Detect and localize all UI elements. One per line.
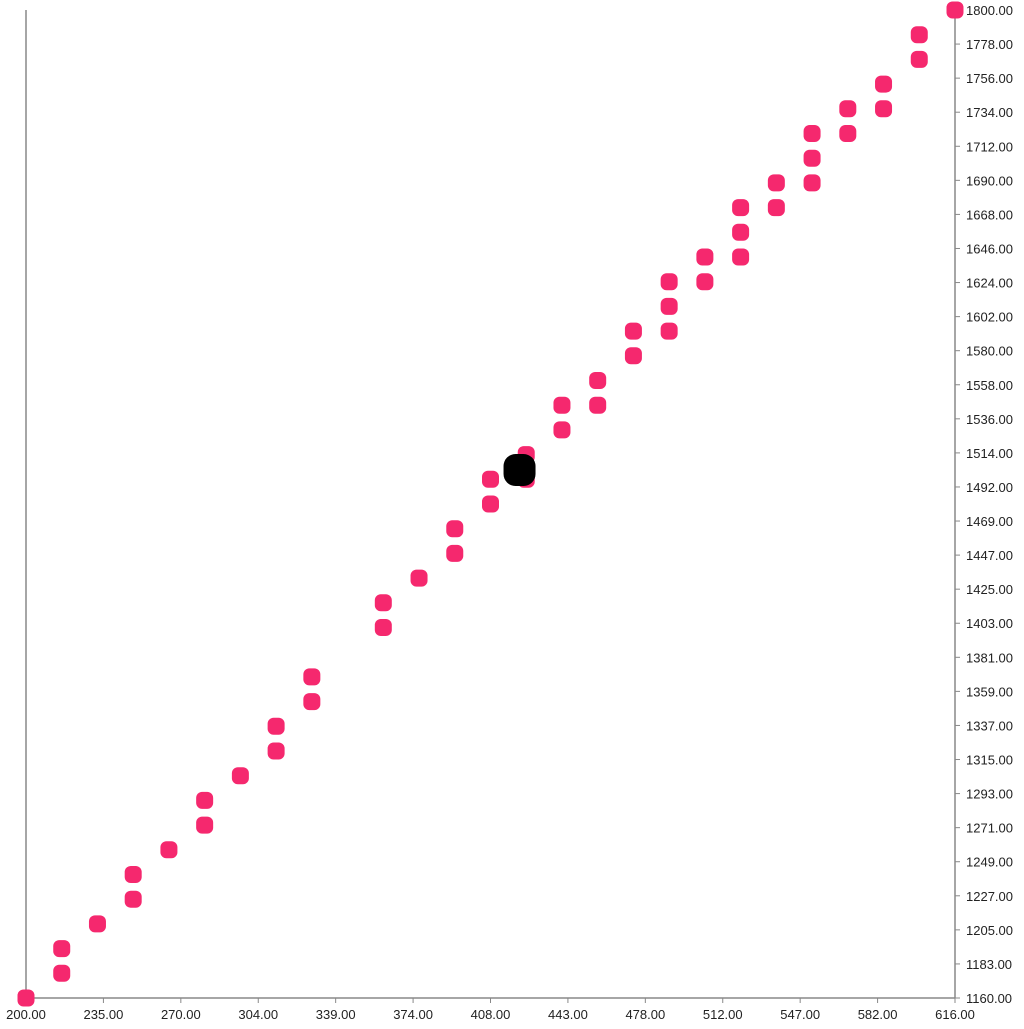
scatter-point — [660, 273, 678, 291]
y-tick-label: 1337.00 — [966, 718, 1013, 733]
x-tick-label: 582.00 — [858, 1007, 898, 1022]
scatter-point — [124, 866, 142, 883]
scatter-point — [875, 75, 893, 93]
y-tick-label: 1403.00 — [966, 616, 1013, 631]
y-tick-label: 1712.00 — [966, 139, 1013, 154]
y-tick-label: 1271.00 — [966, 821, 1013, 836]
scatter-point — [482, 470, 499, 488]
y-tick-label: 1469.00 — [966, 514, 1013, 529]
scatter-point — [589, 372, 607, 389]
y-tick-label: 1800.00 — [966, 3, 1013, 18]
scatter-point — [767, 174, 785, 192]
scatter-point — [660, 297, 678, 315]
scatter-point — [910, 50, 928, 68]
y-tick-label: 1778.00 — [966, 37, 1013, 52]
scatter-point — [374, 619, 392, 636]
scatter-point — [267, 742, 285, 760]
scatter-point — [696, 273, 714, 291]
scatter-point — [624, 322, 642, 340]
scatter-point — [446, 520, 464, 538]
y-tick-label: 1381.00 — [966, 650, 1013, 665]
y-tick-label: 1646.00 — [966, 241, 1013, 256]
y-tick-label: 1293.00 — [966, 787, 1013, 802]
highlighted-point[interactable] — [503, 454, 536, 487]
x-tick-label: 512.00 — [703, 1007, 743, 1022]
y-tick-label: 1558.00 — [966, 378, 1013, 393]
y-tick-label: 1183.00 — [966, 957, 1012, 972]
scatter-point — [589, 396, 607, 414]
scatter-point — [374, 594, 392, 612]
highlight-layer — [503, 454, 536, 487]
scatter-point — [53, 940, 71, 958]
scatter-point — [53, 964, 71, 982]
scatter-point — [732, 223, 750, 241]
scatter-point — [839, 125, 857, 142]
y-tick-label: 1756.00 — [966, 71, 1013, 86]
scatter-point — [732, 248, 750, 266]
x-tick-label: 339.00 — [316, 1007, 356, 1022]
scatter-point — [696, 248, 714, 266]
y-tick-label: 1536.00 — [966, 412, 1013, 427]
y-tick-label: 1668.00 — [966, 207, 1013, 222]
scatter-point — [446, 544, 464, 562]
y-tick-label: 1492.00 — [966, 480, 1013, 495]
scatter-point — [410, 569, 428, 587]
x-tick-label: 270.00 — [161, 1007, 201, 1022]
y-tick-label: 1359.00 — [966, 684, 1013, 699]
x-tick-label: 304.00 — [238, 1007, 278, 1022]
y-tick-label: 1160.00 — [966, 991, 1012, 1006]
y-tick-label: 1205.00 — [966, 923, 1013, 938]
scatter-point — [839, 100, 857, 118]
scatter-point — [553, 396, 571, 414]
scatter-point — [17, 989, 35, 1007]
scatter-point — [303, 693, 321, 711]
scatter-point — [732, 199, 750, 217]
scatter-point — [910, 26, 928, 44]
y-tick-label: 1425.00 — [966, 582, 1013, 597]
scatter-point — [946, 1, 964, 19]
scatter-point — [660, 322, 678, 340]
scatter-point — [553, 421, 571, 439]
y-tick-label: 1690.00 — [966, 173, 1013, 188]
scatter-point — [803, 125, 821, 142]
y-tick-label: 1447.00 — [966, 548, 1013, 563]
x-tick-label: 235.00 — [84, 1007, 124, 1022]
y-tick-label: 1580.00 — [966, 344, 1013, 359]
scatter-point — [303, 668, 321, 686]
y-tick-label: 1227.00 — [966, 889, 1013, 904]
scatter-point — [160, 841, 178, 859]
y-tick-label: 1624.00 — [966, 276, 1013, 291]
x-tick-label: 616.00 — [935, 1007, 975, 1022]
scatter-point — [803, 174, 821, 192]
y-tick-label: 1315.00 — [966, 753, 1013, 768]
y-tick-label: 1734.00 — [966, 105, 1013, 120]
y-tick-label: 1514.00 — [966, 446, 1013, 461]
y-tick-label: 1249.00 — [966, 855, 1013, 870]
x-tick-label: 478.00 — [625, 1007, 665, 1022]
scatter-point — [803, 149, 821, 167]
scatter-point — [88, 915, 106, 933]
x-tick-label: 547.00 — [780, 1007, 820, 1022]
scatter-point — [624, 347, 642, 365]
x-tick-label: 200.00 — [6, 1007, 46, 1022]
scatter-point — [267, 717, 285, 735]
x-tick-label: 443.00 — [548, 1007, 588, 1022]
x-tick-label: 408.00 — [471, 1007, 511, 1022]
axes: 200.00 235.00 270.00 304.00 339.00 374.00 408.… — [6, 3, 1013, 1022]
scatter-point — [196, 816, 214, 834]
scatter-point — [196, 791, 214, 809]
data-points — [17, 1, 964, 1007]
scatter-point — [124, 890, 142, 908]
y-tick-label: 1602.00 — [966, 310, 1013, 325]
scatter-point — [875, 100, 893, 118]
scatter-point — [482, 495, 499, 513]
scatter-point — [767, 199, 785, 217]
x-tick-label: 374.00 — [393, 1007, 433, 1022]
scatter-point — [231, 767, 249, 785]
